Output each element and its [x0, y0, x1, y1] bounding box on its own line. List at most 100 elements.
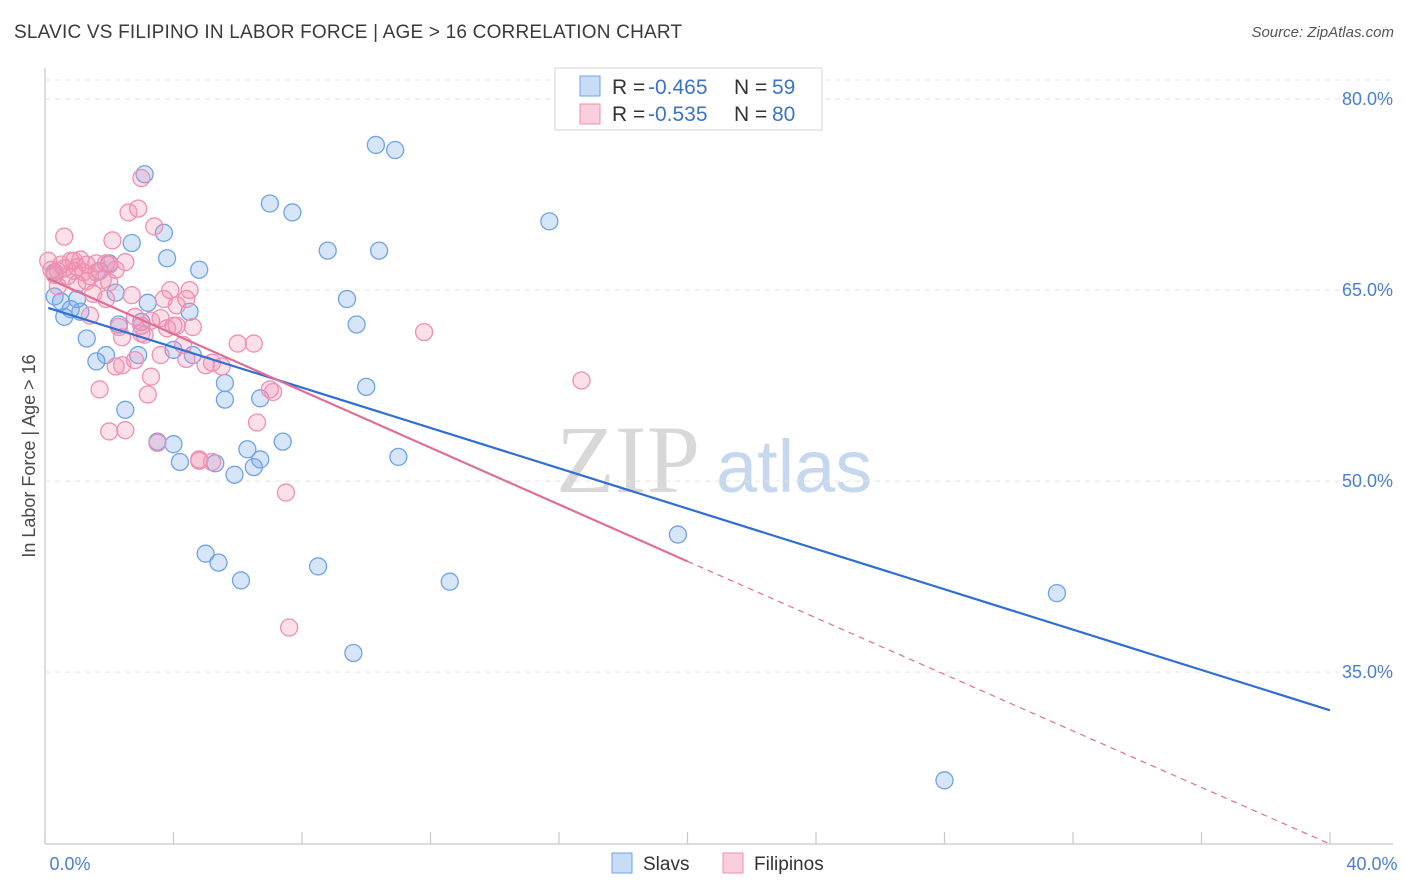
filipinos-point [125, 350, 145, 370]
legend-r-label-slavs: R = [612, 76, 645, 99]
legend-swatch-slavs [579, 75, 601, 97]
slavs-point [251, 450, 270, 469]
slavs-point [215, 373, 235, 393]
slavs-point [260, 194, 280, 213]
filipinos-point [90, 380, 109, 399]
slavs-point [122, 233, 141, 253]
filipinos-point [161, 280, 180, 300]
slavs-point [129, 345, 148, 365]
slavs-point [138, 293, 157, 312]
slavs-point [170, 452, 190, 472]
y-tick-labels: 35.0% 50.0% 65.0% 80.0% [1342, 89, 1393, 682]
filipinos-point [106, 357, 125, 376]
slavs-point [357, 377, 376, 397]
filipinos-point [116, 252, 135, 272]
slavs-point [308, 557, 328, 576]
filipinos-point [263, 382, 283, 402]
slavs-point [386, 140, 405, 160]
slavs-point [389, 447, 408, 467]
watermark-zip: ZIP [556, 406, 700, 513]
slavs-point [87, 352, 106, 371]
filipinos-point [116, 421, 135, 440]
y-axis-label: In Labor Force | Age > 16 [19, 354, 39, 557]
y-tick-label: 35.0% [1342, 662, 1393, 682]
slavs-point [337, 289, 357, 309]
filipinos-point [572, 371, 591, 390]
filipinos-point [132, 168, 151, 188]
filipinos-point [228, 334, 247, 353]
slavs-point [668, 525, 688, 544]
slavs-point [157, 249, 177, 268]
filipinos-point [247, 413, 267, 432]
legend-n-label-filipinos: N = [734, 103, 767, 126]
legend-bottom-swatch-slavs [611, 852, 633, 874]
slavs-point [366, 135, 386, 155]
legend-r-value-slavs: -0.465 [648, 76, 708, 99]
slavs-point [540, 212, 559, 231]
legend-n-value-slavs: 59 [772, 76, 795, 99]
filipinos-point [177, 289, 196, 309]
filipinos-point [167, 316, 186, 335]
y-tick-label: 50.0% [1342, 471, 1393, 491]
slavs-point [440, 572, 459, 591]
y-tick-label: 80.0% [1342, 89, 1393, 109]
slavs-point [154, 223, 174, 242]
slavs-regression-line [47, 306, 1331, 712]
slavs-point [225, 465, 244, 484]
filipinos-point [103, 231, 122, 250]
filipinos-point [129, 199, 148, 218]
slavs-point [215, 390, 235, 409]
filipinos-point [183, 317, 202, 337]
regression-lines [47, 277, 1331, 845]
filipinos-point [279, 618, 299, 637]
slavs-point [164, 435, 183, 454]
filipinos-point [414, 322, 434, 342]
filipinos-point [190, 450, 209, 469]
filipinos-point [48, 261, 67, 281]
legend-n-value-filipinos: 80 [772, 103, 795, 126]
x-tick-label-min: 0.0% [49, 854, 90, 874]
watermark-atlas: atlas [716, 425, 872, 508]
filipinos-points [39, 168, 591, 637]
filipinos-point [244, 334, 263, 353]
filipinos-point [145, 217, 164, 236]
slavs-point [347, 315, 366, 334]
filipinos-point [122, 286, 141, 305]
filipinos-point [151, 345, 170, 365]
legend-bottom-label-filipinos: Filipinos [754, 854, 824, 875]
filipinos-point [167, 296, 186, 315]
filipinos-point [276, 483, 296, 502]
slavs-point [196, 544, 215, 563]
legend-r-value-filipinos: -0.535 [648, 103, 708, 126]
slavs-points [45, 135, 1067, 790]
filipinos-regression-line [47, 277, 688, 563]
filipinos-point [64, 251, 84, 270]
filipinos-point [96, 254, 116, 273]
slavs-point [283, 203, 302, 222]
x-tick-label-max: 40.0% [1346, 854, 1397, 874]
filipinos-point [55, 227, 74, 246]
legend-swatch-filipinos [579, 103, 601, 125]
legend-bottom: Slavs Filipinos [611, 852, 824, 875]
filipinos-point [138, 385, 157, 404]
filipinos-point [260, 380, 280, 399]
filipinos-regression-extension [687, 560, 1331, 845]
filipinos-point [148, 433, 167, 453]
slavs-point [1047, 584, 1067, 603]
slavs-point [77, 329, 96, 348]
slavs-point [273, 432, 292, 451]
legend-top: R = -0.465 N = 59 R = -0.535 N = 80 [554, 67, 823, 131]
filipinos-point [119, 203, 138, 222]
y-tick-label: 65.0% [1342, 280, 1393, 300]
x-ticks [44, 832, 1331, 844]
chart-title: SLAVIC VS FILIPINO IN LABOR FORCE | AGE … [14, 22, 683, 43]
slavs-point [209, 553, 228, 572]
slavs-point [231, 571, 251, 590]
legend-bottom-label-slavs: Slavs [643, 854, 689, 875]
filipinos-point [106, 260, 125, 279]
legend-n-label-slavs: N = [734, 76, 767, 99]
filipinos-point [100, 422, 119, 441]
filipinos-point [212, 357, 231, 376]
slavs-point [344, 643, 363, 663]
